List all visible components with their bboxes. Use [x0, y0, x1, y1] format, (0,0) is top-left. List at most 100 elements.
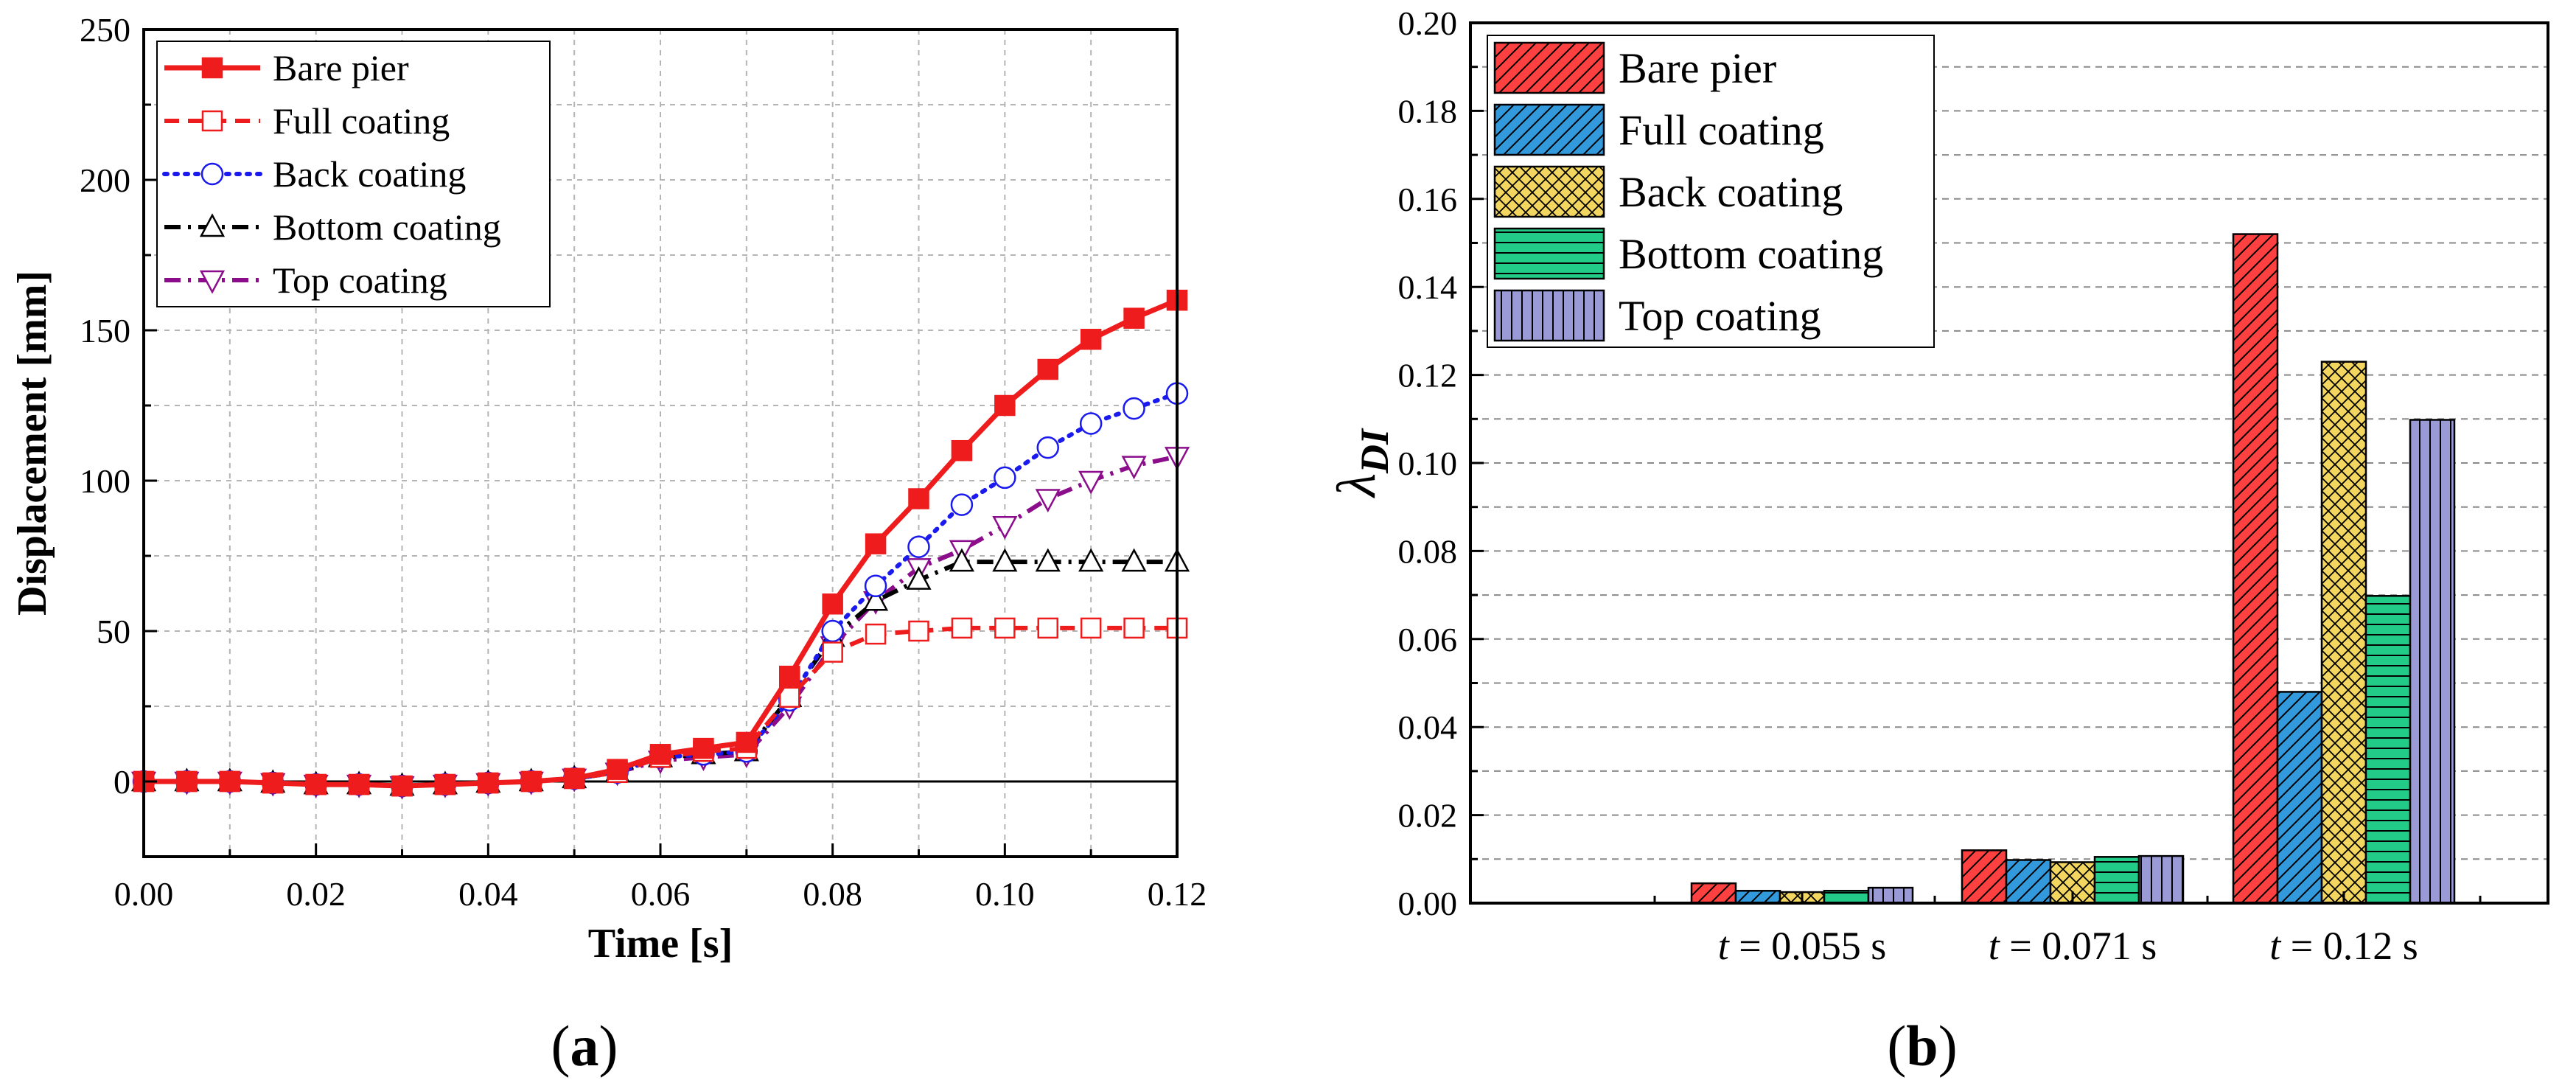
panel-label-a-close: ): [599, 1014, 618, 1078]
chart-b-category-variable: t: [2269, 924, 2282, 968]
data-point-bottom-coating: [862, 587, 889, 611]
data-point-bare-pier: [176, 770, 198, 793]
data-point-full-coating: [951, 617, 973, 639]
data-point-bare-pier: [219, 770, 241, 793]
bar-bottom-coating: [1823, 890, 1870, 905]
bar-bare-pier: [1690, 882, 1737, 905]
legend-label-full-coating: Full coating: [273, 100, 450, 142]
legend-label-top-coating: Top coating: [273, 260, 447, 301]
chart-a-y-tick-label: 250: [80, 11, 130, 49]
chart-a-x-tick-label: 0.08: [803, 875, 862, 913]
legend-label-back-coating: Back coating: [273, 153, 466, 195]
data-point-bare-pier: [779, 665, 800, 687]
data-point-bare-pier: [822, 593, 843, 615]
bar-full-coating: [2005, 859, 2052, 905]
legend-marker-bare-pier: [201, 57, 223, 79]
chart-b-y-tick-label: 0.18: [1398, 92, 1458, 130]
chart-a-series-group: [130, 289, 1190, 800]
bar-bottom-coating: [2364, 595, 2412, 905]
bar-top-coating: [2137, 854, 2185, 905]
chart-a-x-axis-title: Time [s]: [588, 921, 733, 967]
legend-marker-top-coating: [199, 270, 226, 294]
data-point-back-coating: [907, 535, 930, 559]
chart-b-legend: Bare pier Full coating Back coating Bottom …: [1487, 35, 1935, 348]
legend-label-bare-pier: Bare pier: [273, 47, 409, 88]
data-point-bare-pier: [563, 767, 585, 790]
data-point-top-coating: [1035, 489, 1061, 513]
data-point-full-coating: [908, 620, 929, 642]
data-point-bare-pier: [1123, 307, 1145, 329]
data-point-bare-pier: [736, 731, 758, 753]
data-point-bare-pier: [693, 737, 714, 759]
panel-label-b-open: (: [1887, 1014, 1906, 1078]
chart-b-category-labels: t = 0.055 s t = 0.071 s t = 0.12 s: [1718, 924, 2418, 968]
bar-bottom-coating: [2093, 856, 2140, 905]
bar-full-coating: [1734, 890, 1781, 905]
chart-b: 0.00 0.02 0.04 0.06 0.08 0.10 0.12 0.14 0.16 0.18…: [1327, 4, 2549, 968]
chart-b-y-tick-label: 0.06: [1398, 621, 1458, 658]
chart-a-x-tick-label: 0.12: [1148, 875, 1207, 913]
chart-b-y-tick-label: 0.16: [1398, 181, 1458, 218]
chart-a-y-tick-label: 0: [114, 763, 130, 801]
chart-a-x-tick-label: 0.10: [975, 875, 1035, 913]
chart-a-y-axis-title: Displacement [mm]: [10, 271, 55, 616]
chart-a-tick-labels: 0.00 0.02 0.04 0.06 0.08 0.10 0.12 0 50 100 150 200…: [80, 11, 1207, 913]
legend-label-back-coating: Back coating: [1619, 168, 1843, 216]
panel-label-b: (b): [1887, 1014, 1957, 1078]
chart-b-y-axis-symbol: λ: [1327, 473, 1387, 498]
chart-b-category-label: t = 0.055 s: [1718, 924, 1886, 968]
data-point-full-coating: [1080, 617, 1102, 639]
chart-b-bars-group: [1690, 233, 2456, 905]
chart-b-y-tick-label: 0.10: [1398, 445, 1458, 482]
data-point-bare-pier: [262, 772, 284, 794]
chart-b-category-label: t = 0.071 s: [1989, 924, 2157, 968]
data-point-full-coating: [822, 641, 843, 663]
chart-b-y-tick-label: 0.08: [1398, 532, 1458, 570]
legend-swatch-full-coating: [1493, 103, 1605, 156]
data-point-bare-pier: [1080, 328, 1102, 350]
chart-b-legend-items: Bare pier Full coating Back coating Bottom …: [1493, 41, 1883, 342]
data-point-bare-pier: [434, 773, 456, 795]
bar-bare-pier: [1961, 849, 2008, 905]
data-point-back-coating: [994, 466, 1016, 490]
data-point-bare-pier: [951, 439, 973, 462]
data-point-bare-pier: [649, 744, 671, 765]
chart-b-ticks: [1470, 21, 2482, 905]
chart-b-y-tick-label: 0.20: [1398, 4, 1458, 42]
chart-b-y-axis-title: λDI: [1327, 428, 1397, 498]
data-point-top-coating: [992, 515, 1018, 540]
chart-a-y-tick-label: 50: [97, 613, 130, 650]
data-point-bare-pier: [994, 394, 1016, 417]
chart-b-y-tick-label: 0.14: [1398, 268, 1458, 306]
legend-label-bottom-coating: Bottom coating: [1619, 230, 1883, 278]
series-bare-pier: [133, 289, 1188, 797]
legend-swatch-bare-pier: [1493, 41, 1605, 94]
chart-a-x-tick-label: 0.04: [458, 875, 518, 913]
data-point-bare-pier: [908, 488, 929, 509]
chart-a-ticks: [142, 28, 1179, 858]
chart-b-category-variable: t: [1989, 924, 2001, 968]
data-point-bare-pier: [391, 775, 413, 797]
panel-label-b-letter: b: [1906, 1014, 1938, 1078]
chart-b-category-value: = 0.055 s: [1729, 924, 1886, 968]
chart-a-x-tick-label: 0.02: [286, 875, 346, 913]
legend-label-top-coating: Top coating: [1619, 292, 1821, 340]
data-point-back-coating: [1079, 412, 1103, 435]
chart-b-y-tick-label: 0.02: [1398, 797, 1458, 835]
chart-a: 0.00 0.02 0.04 0.06 0.08 0.10 0.12 0 50 100 150 200…: [10, 11, 1207, 967]
data-point-bare-pier: [305, 773, 327, 795]
data-point-bottom-coating: [1078, 548, 1104, 572]
chart-a-y-tick-label: 150: [80, 312, 130, 349]
data-point-back-coating: [950, 493, 974, 516]
data-point-bottom-coating: [1035, 548, 1061, 572]
data-point-back-coating: [1123, 397, 1145, 420]
data-point-bare-pier: [607, 759, 628, 780]
panel-label-a-letter: a: [570, 1014, 599, 1078]
chart-b-category-value: = 0.071 s: [2000, 924, 2157, 968]
data-point-bare-pier: [865, 533, 887, 554]
chart-b-y-tick-label: 0.12: [1398, 357, 1458, 394]
chart-b-tick-labels: 0.00 0.02 0.04 0.06 0.08 0.10 0.12 0.14 0.16 0.18…: [1398, 4, 1458, 922]
chart-b-category-label: t = 0.12 s: [2269, 924, 2418, 968]
legend-swatch-back-coating: [1493, 165, 1605, 218]
